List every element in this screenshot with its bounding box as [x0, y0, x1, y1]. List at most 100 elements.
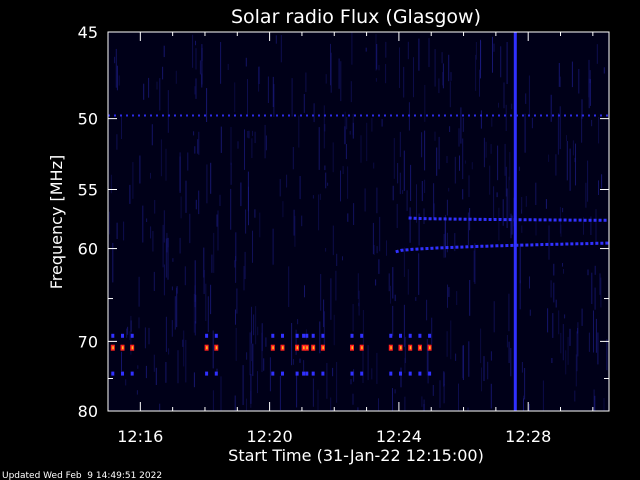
- noise-streak: [442, 63, 444, 89]
- noise-streak: [179, 237, 181, 254]
- burst-hot-core: [282, 346, 284, 350]
- noise-streak: [165, 148, 167, 181]
- burst-dot: [321, 371, 325, 376]
- noise-streak: [159, 78, 161, 111]
- burst-dot: [121, 371, 124, 376]
- noise-streak: [475, 42, 477, 60]
- burst-dot: [271, 333, 275, 338]
- noise-streak: [346, 116, 348, 130]
- noise-streak: [145, 365, 147, 379]
- noise-streak: [462, 189, 464, 200]
- noise-streak: [165, 316, 167, 352]
- noise-streak: [402, 190, 404, 194]
- noise-streak: [199, 60, 201, 75]
- noise-streak: [116, 65, 118, 91]
- noise-streak: [249, 332, 251, 376]
- noise-streak: [552, 313, 554, 338]
- noise-streak: [155, 367, 157, 385]
- y-tick-label: 45: [78, 23, 98, 42]
- noise-streak: [427, 343, 429, 384]
- noise-streak: [400, 367, 402, 388]
- noise-streak: [250, 390, 252, 408]
- noise-streak: [558, 63, 560, 87]
- noise-streak: [424, 84, 426, 122]
- noise-streak: [150, 226, 152, 239]
- noise-streak: [450, 72, 452, 81]
- noise-streak: [436, 147, 438, 176]
- burst-dot: [418, 371, 422, 376]
- noise-streak: [317, 389, 319, 410]
- noise-streak: [506, 335, 508, 348]
- noise-streak: [373, 245, 375, 255]
- noise-streak: [548, 154, 550, 162]
- noise-streak: [404, 396, 406, 411]
- noise-streak: [421, 132, 423, 158]
- noise-streak: [388, 273, 390, 292]
- burst-hot-core: [322, 346, 324, 350]
- noise-streak: [471, 162, 473, 170]
- noise-streak: [376, 44, 378, 70]
- burst-hot-core: [400, 346, 402, 350]
- noise-streak: [319, 193, 321, 200]
- burst-hot-core: [272, 346, 274, 350]
- noise-streak: [603, 67, 605, 74]
- noise-streak: [265, 135, 267, 151]
- noise-streak: [502, 199, 504, 226]
- noise-streak: [313, 103, 315, 123]
- chart-title: Solar radio Flux (Glasgow): [231, 6, 481, 28]
- noise-streak: [381, 119, 383, 127]
- noise-streak: [194, 146, 196, 154]
- noise-streak: [596, 44, 598, 64]
- y-axis-label: Frequency [MHz]: [47, 155, 66, 289]
- noise-streak: [569, 328, 571, 346]
- noise-streak: [235, 309, 236, 325]
- noise-streak: [323, 299, 325, 328]
- noise-streak: [550, 94, 552, 122]
- noise-streak: [404, 357, 406, 374]
- noise-streak: [201, 73, 203, 88]
- noise-streak: [272, 228, 274, 265]
- burst-dot: [130, 333, 134, 338]
- noise-streak: [194, 86, 196, 95]
- noise-streak: [110, 174, 112, 194]
- noise-streak: [299, 176, 301, 200]
- noise-streak: [126, 328, 128, 338]
- noise-streak: [168, 348, 170, 355]
- noise-streak: [446, 331, 448, 357]
- burst-hot-core: [312, 346, 315, 350]
- noise-streak: [394, 294, 396, 302]
- noise-streak: [390, 285, 391, 304]
- noise-streak: [220, 376, 222, 411]
- noise-streak: [498, 102, 499, 108]
- noise-streak: [195, 40, 196, 46]
- noise-streak: [403, 247, 405, 277]
- noise-streak: [421, 181, 423, 202]
- noise-streak: [167, 90, 169, 133]
- noise-streak: [403, 150, 405, 191]
- noise-texture: [109, 32, 608, 411]
- y-tick-label: 50: [78, 110, 98, 129]
- noise-streak: [338, 58, 340, 89]
- noise-streak: [114, 56, 116, 64]
- burst-hot-core: [296, 346, 299, 350]
- noise-streak: [508, 176, 510, 220]
- noise-streak: [258, 66, 260, 92]
- noise-streak: [371, 368, 373, 380]
- noise-streak: [581, 114, 583, 143]
- noise-streak: [562, 263, 563, 267]
- noise-streak: [496, 192, 498, 198]
- noise-streak: [449, 126, 451, 132]
- noise-streak: [591, 272, 593, 304]
- noise-streak: [407, 41, 409, 60]
- noise-streak: [152, 231, 154, 252]
- noise-streak: [523, 395, 525, 399]
- burst-hot-core: [429, 346, 431, 350]
- noise-streak: [462, 345, 464, 379]
- noise-streak: [366, 122, 368, 162]
- noise-streak: [352, 304, 354, 332]
- noise-streak: [185, 180, 187, 213]
- noise-streak: [198, 190, 200, 215]
- noise-streak: [189, 213, 191, 244]
- noise-streak: [207, 296, 209, 333]
